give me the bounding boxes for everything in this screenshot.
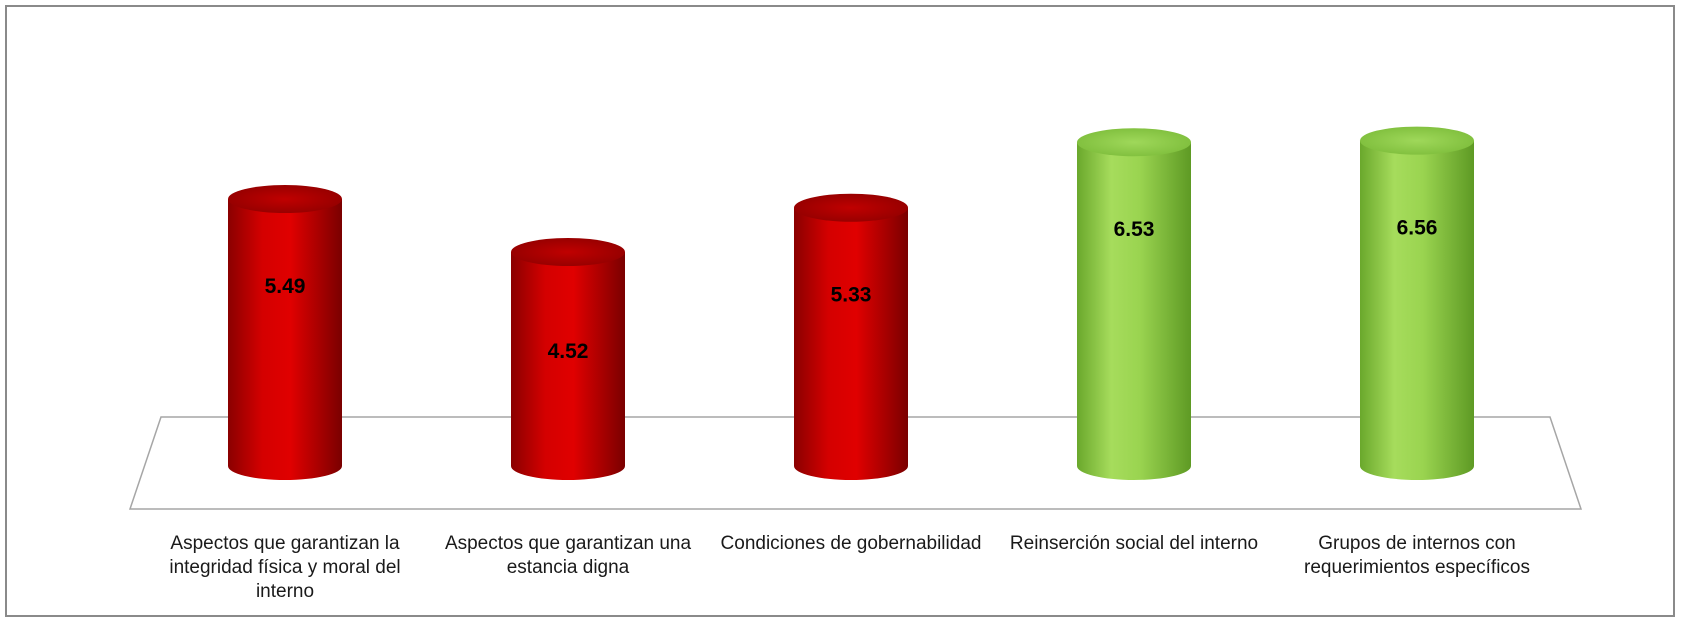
bar-top (794, 193, 908, 222)
bar-5: 6.56 (1360, 126, 1474, 481)
bar-4: 6.53 (1077, 128, 1191, 481)
bar-1: 5.49 (228, 185, 342, 481)
bar-3: 5.33 (794, 193, 908, 480)
data-label: 4.52 (548, 340, 589, 363)
data-label: 5.49 (265, 275, 306, 298)
data-label: 5.33 (831, 284, 872, 307)
bar-2: 4.52 (511, 237, 625, 480)
category-label: Reinserción social del interno (1009, 533, 1259, 554)
bar-body (1360, 140, 1474, 481)
bar-body (228, 199, 342, 481)
bar-body (511, 251, 625, 480)
data-label: 6.53 (1114, 218, 1155, 241)
category-label: Aspectos que garantizan la integridad fí… (169, 533, 401, 602)
category-label: Condiciones de gobernabilidad (720, 533, 982, 554)
bar-top (228, 185, 342, 214)
bar-body (1077, 142, 1191, 481)
bar-top (1360, 126, 1474, 155)
data-label: 6.56 (1397, 217, 1438, 240)
bar-top (1077, 128, 1191, 157)
bar-top (511, 237, 625, 266)
category-label: Aspectos que garantizan una estancia dig… (444, 533, 692, 578)
category-label: Grupos de internos con requerimientos es… (1304, 533, 1530, 578)
bar-body (794, 207, 908, 480)
